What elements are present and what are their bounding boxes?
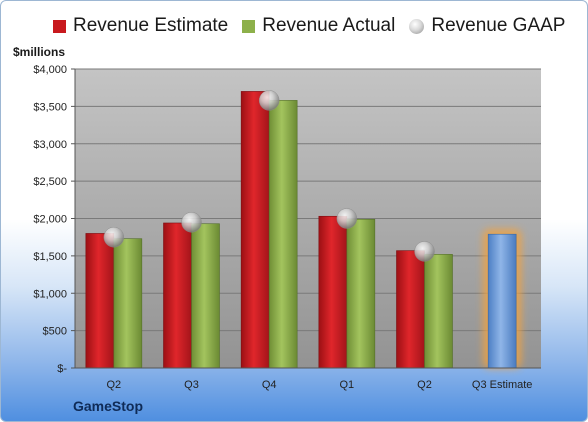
y-tick-label: $3,500 <box>33 101 67 113</box>
x-tick-label: Q4 <box>262 379 277 391</box>
x-tick-label: Q2 <box>417 379 432 391</box>
x-tick-label: Q2 <box>106 379 121 391</box>
bar-revenue-actual <box>346 218 376 369</box>
x-tick-label: Q3 <box>184 379 199 391</box>
x-tick-label: Q3 Estimate <box>472 379 533 391</box>
bar-revenue-actual <box>268 100 298 369</box>
bar-forecast-estimate <box>487 233 517 369</box>
bar-revenue-actual <box>424 254 453 369</box>
y-unit-label: $millions <box>13 45 66 59</box>
legend: Revenue Estimate Revenue Actual Revenue … <box>53 15 565 37</box>
legend-label-gaap: Revenue GAAP <box>431 15 566 36</box>
company-name: GameStop <box>73 398 144 414</box>
legend-item-revenue-gaap: Revenue GAAP <box>409 15 565 37</box>
axes: $- $500 $1,000 $1,500 $2,000 $2,500 $3,000 $3,5… <box>33 64 541 391</box>
bar-revenue-actual <box>191 223 220 369</box>
bar-revenue-estimate <box>396 250 425 369</box>
legend-item-revenue-actual: Revenue Actual <box>242 15 395 37</box>
legend-label-estimate: Revenue Estimate <box>73 15 229 36</box>
y-tick-label: $500 <box>43 326 67 338</box>
bar-revenue-estimate <box>318 215 348 369</box>
y-tick-label: $1,000 <box>33 288 67 300</box>
y-tick-label: $1,500 <box>33 251 67 263</box>
legend-label-actual: Revenue Actual <box>262 15 396 36</box>
bar-revenue-actual <box>113 238 143 369</box>
legend-item-revenue-estimate: Revenue Estimate <box>53 15 228 37</box>
legend-swatch-gaap <box>409 18 425 34</box>
y-tick-label: $3,000 <box>33 139 67 151</box>
y-tick-label: $4,000 <box>33 64 67 76</box>
bar-revenue-estimate <box>240 91 270 369</box>
x-tick-label: Q1 <box>339 379 354 391</box>
y-tick-label: $- <box>57 363 67 375</box>
marker-revenue-gaap <box>181 211 202 233</box>
marker-revenue-gaap <box>336 208 358 229</box>
legend-swatch-actual <box>242 19 256 33</box>
marker-revenue-gaap <box>414 241 435 262</box>
y-tick-label: $2,000 <box>33 214 67 226</box>
bars <box>85 90 522 369</box>
bar-revenue-estimate <box>163 222 192 369</box>
bar-revenue-estimate <box>85 233 115 369</box>
marker-revenue-gaap <box>103 226 125 248</box>
marker-revenue-gaap <box>258 90 280 111</box>
y-tick-label: $2,500 <box>33 176 67 188</box>
legend-swatch-estimate <box>53 19 66 33</box>
